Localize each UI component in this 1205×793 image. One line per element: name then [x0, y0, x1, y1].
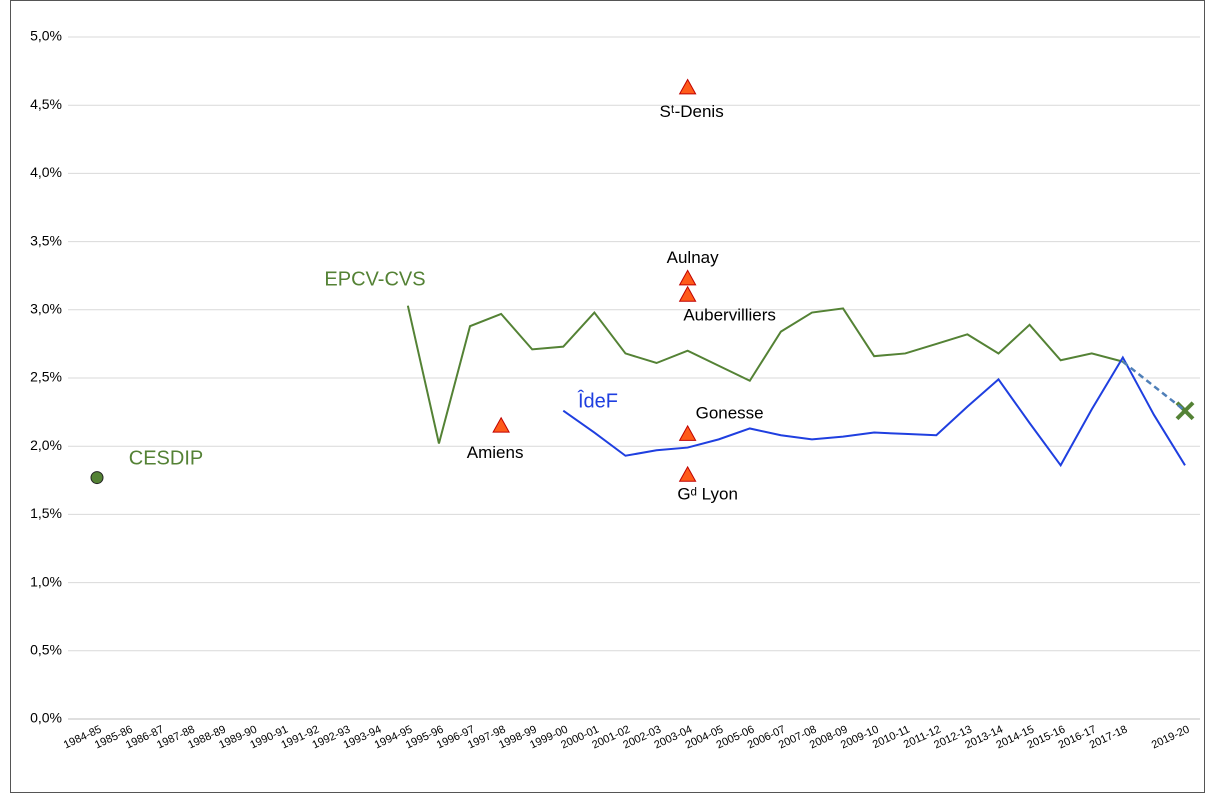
- y-tick-label: 0,5%: [30, 642, 62, 658]
- series-label: ÎdeF: [577, 389, 618, 412]
- y-tick-label: 2,5%: [30, 369, 62, 385]
- y-tick-label: 4,0%: [30, 164, 62, 180]
- series-line: [406, 305, 1124, 444]
- triangle-marker: [678, 424, 697, 441]
- triangle-marker: [492, 416, 510, 433]
- marker-label: Sᵗ-Denis: [660, 102, 724, 121]
- y-tick-label: 1,5%: [30, 505, 62, 521]
- marker-label: Aulnay: [667, 248, 719, 267]
- series-line: [562, 355, 1186, 468]
- y-tick-label: 0,0%: [30, 710, 62, 726]
- y-tick-label: 4,5%: [30, 96, 62, 112]
- y-tick-label: 3,5%: [30, 232, 62, 248]
- triangle-marker: [678, 269, 697, 286]
- y-tick-label: 1,0%: [30, 573, 62, 589]
- triangle-marker: [678, 465, 697, 482]
- series-label: EPCV-CVS: [324, 268, 425, 290]
- triangle-marker: [678, 285, 697, 302]
- y-tick-label: 2,0%: [30, 437, 62, 453]
- marker-label: Gonesse: [696, 403, 764, 422]
- point: [90, 471, 104, 485]
- marker-label: Aubervilliers: [683, 305, 776, 324]
- marker-label: Gᵈ Lyon: [677, 484, 738, 503]
- triangle-marker: [678, 78, 697, 95]
- y-tick-label: 5,0%: [30, 28, 62, 44]
- series-line: [1122, 360, 1186, 412]
- frame: [10, 0, 1205, 793]
- series-label: CESDIP: [129, 447, 203, 469]
- y-tick-label: 3,0%: [30, 301, 62, 317]
- marker-label: Amiens: [467, 443, 524, 462]
